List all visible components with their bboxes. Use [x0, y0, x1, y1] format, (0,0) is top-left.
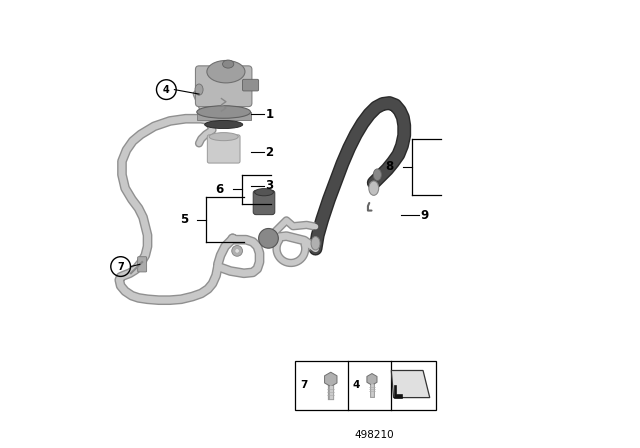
FancyBboxPatch shape [207, 135, 240, 163]
Text: 6: 6 [216, 182, 224, 196]
Text: 5: 5 [180, 213, 188, 226]
Ellipse shape [373, 169, 381, 181]
Text: 7: 7 [301, 380, 308, 390]
Text: 2: 2 [266, 146, 273, 159]
Text: 8: 8 [386, 160, 394, 173]
Text: 7: 7 [117, 262, 124, 271]
Bar [296, 361, 436, 410]
Text: 4: 4 [163, 85, 170, 95]
Circle shape [232, 246, 243, 256]
Ellipse shape [207, 60, 245, 83]
Circle shape [235, 249, 239, 253]
Ellipse shape [255, 189, 273, 196]
Bar [197, 112, 251, 120]
Text: 1: 1 [266, 108, 273, 121]
Ellipse shape [369, 181, 379, 195]
Text: 498210: 498210 [354, 431, 394, 440]
Text: 3: 3 [266, 179, 273, 193]
Circle shape [259, 228, 278, 248]
Ellipse shape [209, 133, 238, 141]
Ellipse shape [311, 237, 320, 250]
Ellipse shape [223, 60, 234, 68]
Ellipse shape [205, 121, 243, 129]
Text: 4: 4 [353, 380, 360, 390]
Text: 9: 9 [421, 208, 429, 222]
Polygon shape [391, 370, 430, 398]
FancyBboxPatch shape [243, 79, 259, 91]
Ellipse shape [197, 106, 251, 118]
FancyBboxPatch shape [253, 190, 275, 215]
FancyBboxPatch shape [138, 257, 147, 272]
FancyBboxPatch shape [195, 66, 252, 107]
Ellipse shape [195, 84, 203, 95]
Polygon shape [394, 385, 402, 398]
